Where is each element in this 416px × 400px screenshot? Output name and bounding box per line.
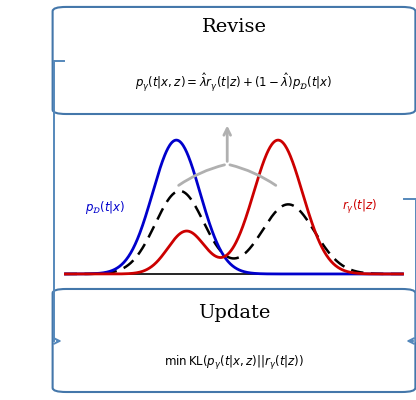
Text: $p_{\mathcal{D}}(t|x)$: $p_{\mathcal{D}}(t|x)$ xyxy=(85,198,125,216)
Text: Update: Update xyxy=(198,304,270,322)
Text: $r_{\gamma}(t|z)$: $r_{\gamma}(t|z)$ xyxy=(342,198,377,216)
FancyBboxPatch shape xyxy=(52,289,416,392)
Text: $\min\, \mathrm{KL}(p_{\gamma}(t|x, z)||r_{\gamma}(t|z))$: $\min\, \mathrm{KL}(p_{\gamma}(t|x, z)||… xyxy=(164,354,304,372)
Text: $p_{\gamma}(t|x, z) = \hat{\lambda}r_{\gamma}(t|z) + (1 - \hat{\lambda})p_{\math: $p_{\gamma}(t|x, z) = \hat{\lambda}r_{\g… xyxy=(135,71,333,93)
Text: Revise: Revise xyxy=(201,18,267,36)
FancyBboxPatch shape xyxy=(52,7,416,114)
